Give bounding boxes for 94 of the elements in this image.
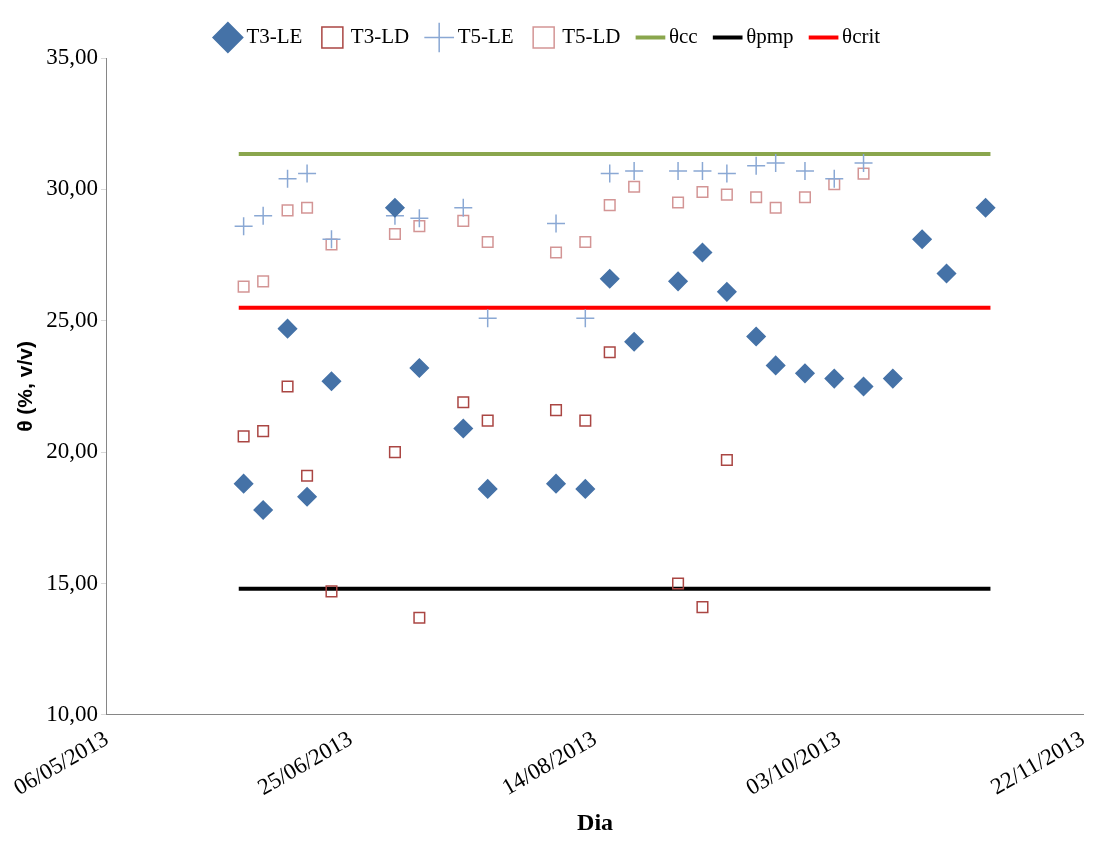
point — [413, 220, 426, 233]
point — [477, 479, 498, 499]
point — [301, 201, 314, 214]
point — [453, 418, 474, 439]
y-tick-label: 10,00 — [46, 700, 98, 726]
point — [321, 229, 342, 250]
point — [720, 188, 733, 201]
point — [277, 318, 298, 339]
point — [321, 371, 342, 391]
point — [857, 167, 870, 180]
legend-label: θcrit — [842, 24, 881, 49]
point — [549, 246, 563, 259]
point — [277, 169, 298, 189]
point — [281, 380, 294, 393]
point — [883, 368, 903, 389]
point — [795, 161, 815, 181]
y-tick-label: 15,00 — [46, 569, 98, 595]
legend-label: T5-LD — [562, 24, 621, 49]
point — [549, 404, 563, 417]
point — [824, 368, 845, 389]
point — [603, 346, 616, 359]
x-axis-title: Dia — [577, 808, 614, 835]
legend-label: T5-LE — [457, 24, 514, 49]
point — [253, 500, 273, 520]
point — [257, 275, 270, 288]
point — [975, 198, 996, 218]
point — [409, 358, 430, 378]
point — [297, 163, 317, 184]
point — [457, 214, 470, 227]
point — [720, 453, 733, 467]
point — [603, 199, 616, 212]
y-tick-label: 30,00 — [46, 175, 98, 201]
point — [936, 263, 957, 284]
point — [297, 487, 317, 507]
y-tick-label: 35,00 — [46, 44, 98, 70]
point — [717, 163, 737, 184]
point — [769, 201, 782, 214]
point — [624, 161, 644, 181]
point — [798, 191, 812, 204]
point — [628, 180, 641, 193]
point — [692, 242, 713, 263]
point — [853, 376, 874, 397]
point — [750, 191, 763, 204]
point — [692, 161, 713, 181]
point — [668, 161, 688, 181]
point — [301, 469, 314, 482]
point — [409, 208, 430, 229]
point — [696, 601, 709, 614]
point — [325, 585, 338, 598]
point — [575, 479, 596, 499]
point — [765, 153, 786, 173]
point — [579, 235, 592, 248]
point — [599, 163, 620, 184]
point — [624, 332, 644, 352]
point — [668, 271, 688, 292]
point — [257, 425, 270, 438]
legend-label: T3-LD — [350, 24, 410, 49]
point — [717, 282, 737, 302]
point — [853, 153, 874, 173]
point — [672, 577, 685, 590]
y-axis-title: θ (%, v/v) — [13, 341, 37, 432]
point — [481, 235, 494, 248]
point — [546, 213, 566, 234]
point — [413, 611, 426, 624]
point — [237, 430, 250, 443]
legend-label: θcc — [668, 24, 698, 49]
point — [388, 228, 401, 241]
point — [795, 363, 815, 384]
point — [388, 446, 401, 459]
y-tick-label: 25,00 — [46, 306, 98, 332]
point — [746, 155, 766, 176]
point — [575, 308, 596, 328]
point — [385, 198, 405, 218]
point — [237, 280, 250, 293]
point — [281, 204, 294, 217]
point — [546, 473, 566, 494]
point — [477, 308, 498, 328]
legend-label: θpmp — [746, 24, 794, 49]
point — [696, 185, 709, 199]
point — [765, 355, 786, 376]
point — [579, 414, 592, 427]
point — [599, 268, 620, 289]
point — [824, 169, 845, 189]
y-tick-label: 20,00 — [46, 438, 98, 464]
point — [746, 326, 766, 347]
legend-label: T3-LE — [246, 24, 303, 49]
point — [253, 205, 273, 226]
point — [453, 198, 474, 218]
point — [457, 396, 470, 409]
point — [233, 216, 254, 236]
point — [481, 414, 494, 427]
point — [672, 196, 685, 209]
point — [233, 473, 254, 494]
point — [912, 229, 932, 250]
